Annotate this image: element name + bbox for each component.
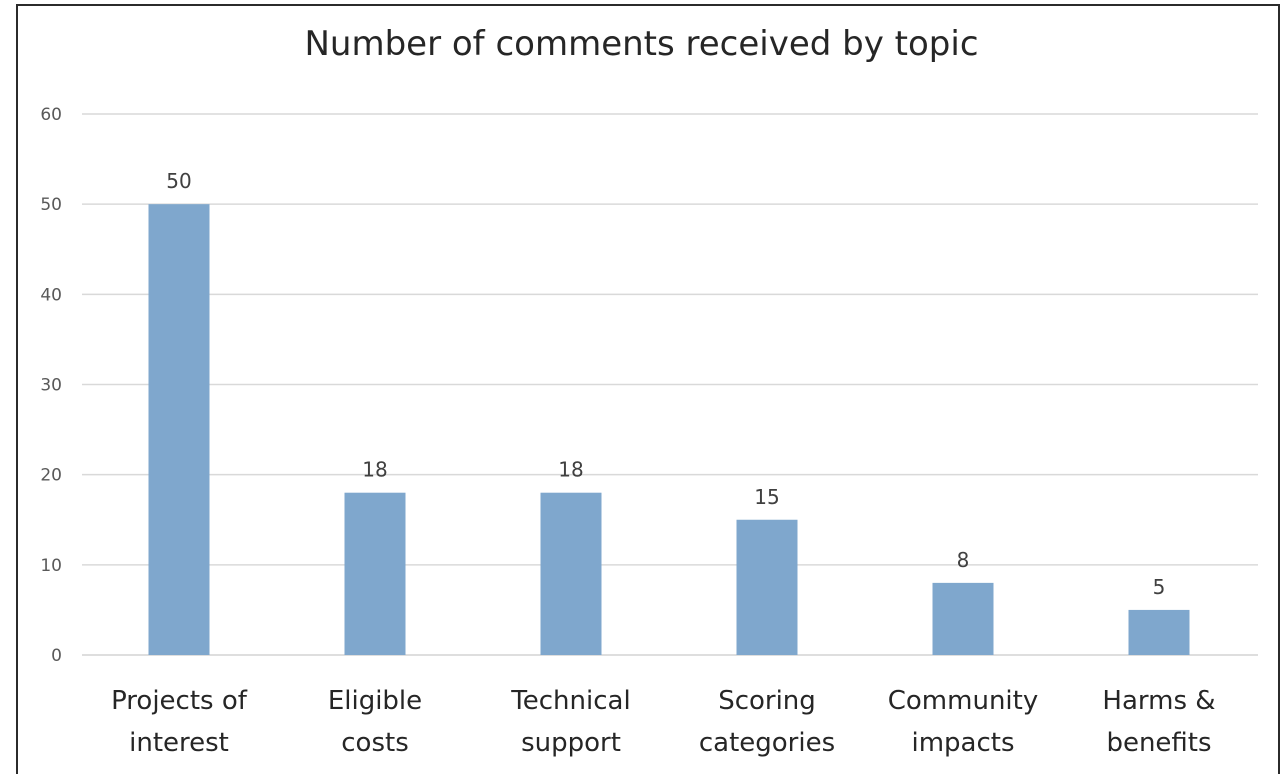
x-category-label: Scoring xyxy=(718,686,816,716)
data-labels: 50 18 18 15 8 5 xyxy=(166,169,1165,599)
bar xyxy=(148,204,210,655)
x-category-label: Community xyxy=(888,686,1038,716)
y-tick-label: 30 xyxy=(40,376,62,396)
x-category-label: interest xyxy=(129,728,229,758)
data-label: 18 xyxy=(362,458,387,482)
x-category-label: costs xyxy=(341,728,409,758)
y-tick-label: 20 xyxy=(40,466,62,486)
category-labels: Projects of interest Eligible costs Technica… xyxy=(111,686,1215,758)
y-tick-label: 50 xyxy=(40,195,62,215)
data-label: 8 xyxy=(957,548,970,572)
chart-frame xyxy=(16,4,1280,774)
x-category-label: categories xyxy=(699,728,835,758)
bar xyxy=(344,492,406,655)
data-label: 15 xyxy=(754,485,779,509)
bar xyxy=(540,492,602,655)
y-tick-label: 40 xyxy=(40,285,62,305)
x-category-label: Eligible xyxy=(328,686,422,716)
bar xyxy=(736,519,798,655)
data-label: 18 xyxy=(558,458,583,482)
grid-layer xyxy=(82,113,1258,656)
x-category-label: impacts xyxy=(911,728,1014,758)
bar xyxy=(932,582,994,655)
bars xyxy=(148,204,1190,655)
x-category-label: benefits xyxy=(1106,728,1211,758)
y-tick-label: 10 xyxy=(40,556,62,576)
x-category-label: support xyxy=(521,728,621,758)
bar xyxy=(1128,609,1190,655)
y-tick-label: 60 xyxy=(40,105,62,125)
data-label: 50 xyxy=(166,169,191,193)
y-tick-label: 0 xyxy=(51,646,62,666)
x-category-label: Harms & xyxy=(1102,686,1215,716)
x-category-label: Technical xyxy=(510,686,630,716)
chart-title: Number of comments received by topic xyxy=(304,24,979,64)
y-axis-ticks: 0 10 20 30 40 50 60 xyxy=(40,105,62,666)
x-category-label: Projects of xyxy=(111,686,248,716)
data-label: 5 xyxy=(1153,575,1166,599)
